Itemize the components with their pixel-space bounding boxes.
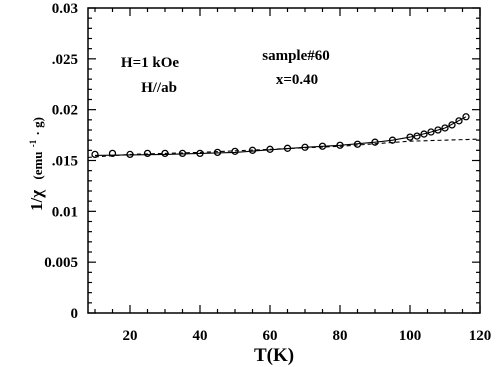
x-axis-label: T(K) <box>254 345 294 366</box>
data-point <box>462 113 470 121</box>
x-tick-label: 100 <box>399 328 422 344</box>
dashed-fit-line <box>87 138 481 158</box>
y-tick-label: 0.03 <box>52 1 78 17</box>
x-tick-label: 40 <box>193 328 208 344</box>
x-tick-label: 80 <box>333 328 348 344</box>
y-axis-label-unit: (emu <box>30 151 45 179</box>
annotation-direction: H//ab <box>141 80 177 96</box>
x-tick-label: 120 <box>469 328 492 344</box>
annotation-sample: sample#60 <box>262 48 330 64</box>
ticks: 20 40 60 80 100 120 0 0.005 0.01 .015 0.02 .025 0.03 <box>44 1 491 344</box>
x-tick-label: 60 <box>263 328 278 344</box>
annotation-field: H=1 kOe <box>121 55 179 71</box>
y-tick-label: .025 <box>52 52 78 68</box>
y-tick-label: 0.005 <box>44 255 78 271</box>
y-axis-label: 1/χ (emu -1 · g) <box>21 117 46 211</box>
y-tick-label: 0.01 <box>52 204 78 220</box>
solid-fit-line <box>94 116 467 156</box>
y-axis-label-unit-sup: -1 <box>28 139 38 147</box>
y-tick-label: 0 <box>71 306 79 322</box>
y-axis-label-main: 1/χ <box>27 190 46 211</box>
y-axis-label-unit-end: · g) <box>30 117 45 135</box>
y-tick-label: .015 <box>52 154 78 170</box>
x-tick-label: 20 <box>123 328 138 344</box>
series <box>87 113 481 159</box>
annotation-doping: x=0.40 <box>276 72 318 88</box>
y-tick-label: 0.02 <box>52 103 78 119</box>
